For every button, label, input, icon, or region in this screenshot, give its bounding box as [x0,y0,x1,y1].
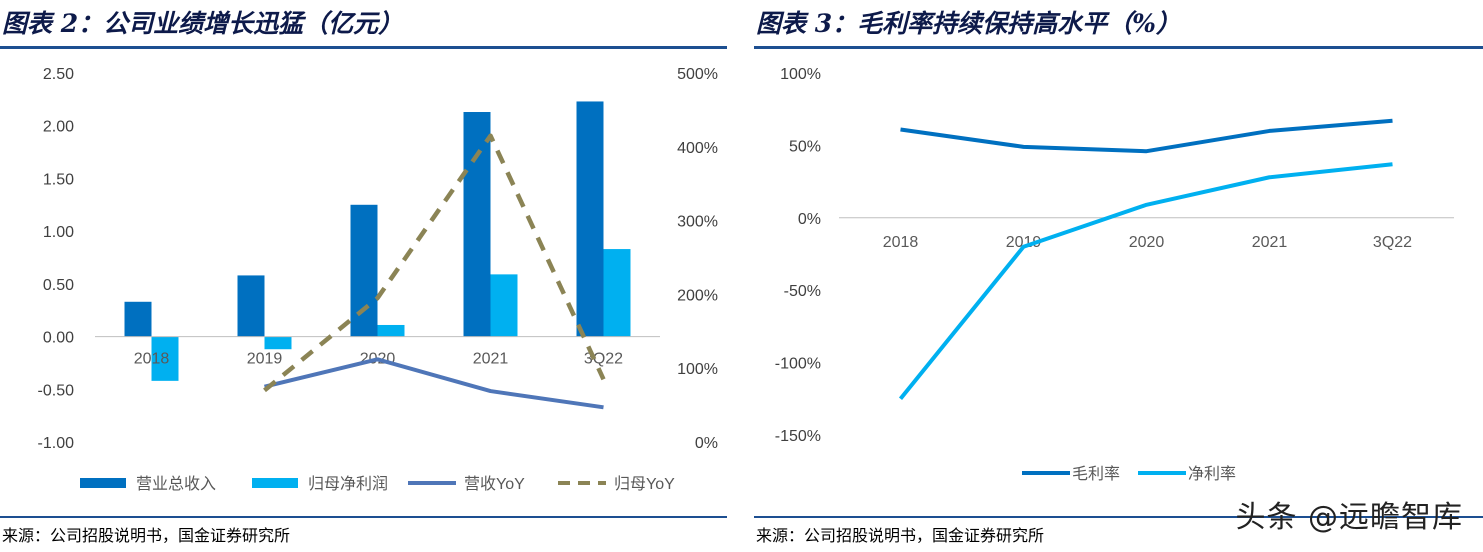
y-tick-label: -0.50 [38,382,75,399]
y-tick-label: 0.00 [43,330,74,347]
y2-tick-label: 500% [677,66,718,83]
bar-revenue [576,101,604,337]
y-tick-label: 0.50 [43,277,74,294]
y-tick-label: 0% [798,211,821,228]
legend-label: 归母YoY [614,475,675,493]
left-title-rule [0,46,727,49]
legend-label: 归母净利润 [308,475,388,493]
y-tick-label: 2.00 [43,119,74,136]
legend-swatch [252,478,298,488]
right-panel: 图表 3：毛利率持续保持高水平（%） 100% 50% 0% -50% -100% -15… [754,0,1483,552]
bar-revenue [124,301,152,337]
bar-net-profit [377,324,405,337]
bar-revenue [350,204,378,337]
x-tick-label: 2021 [1252,234,1288,251]
x-tick-label: 2019 [247,351,283,368]
y-tick-label: 2.50 [43,66,74,83]
bar-net-profit [603,249,631,337]
y2-tick-label: 300% [677,214,718,231]
y-tick-label: 1.50 [43,171,74,188]
bar-net-profit [490,274,518,337]
y-tick-label: 50% [789,138,821,155]
legend-label: 营业总收入 [136,475,216,493]
revenue-profit-chart: 2.50 2.00 1.50 1.00 0.50 0.00 -0.50 -1.00 500% 40… [38,66,718,493]
x-tick-label: 2020 [1129,234,1165,251]
left-panel-source: 来源：公司招股说明书，国金证券研究所 [2,526,291,545]
y-tick-label: -1.00 [38,435,75,452]
y-tick-label: -150% [775,428,821,445]
y-tick-label: -100% [775,356,821,373]
right-panel-source: 来源：公司招股说明书，国金证券研究所 [756,526,1045,545]
legend-label: 净利率 [1188,465,1236,483]
line-net-profit-yoy [263,133,606,393]
right-panel-title: 图表 3：毛利率持续保持高水平（%） [756,9,1181,38]
y2-tick-label: 0% [695,435,718,452]
y-tick-label: -50% [784,283,821,300]
y-tick-label: 100% [780,66,821,83]
line-net-margin [898,162,1393,401]
bar-net-profit [151,336,179,381]
y2-tick-label: 200% [677,287,718,304]
bar-net-profit [264,336,292,350]
y2-tick-label: 400% [677,140,718,157]
x-tick-label: 2018 [134,351,170,368]
y-tick-label: 1.00 [43,224,74,241]
line-revenue-yoy [264,357,604,410]
watermark: 头条 @远瞻智库 [1235,500,1463,535]
right-title-rule [754,46,1483,49]
left-panel: 图表 2：公司业绩增长迅猛（亿元） 2.50 2.00 1.50 1.00 0.50 0.… [0,0,727,552]
x-tick-label: 2019 [1006,234,1042,251]
y2-tick-label: 100% [677,361,718,378]
bar-revenue [463,112,491,337]
right-source-rule [754,516,1483,518]
line-gross-margin [900,118,1393,154]
left-source-rule [0,516,727,518]
left-panel-title: 图表 2：公司业绩增长迅猛（亿元） [2,9,404,38]
bar-revenue [237,275,265,337]
x-tick-label: 2021 [473,351,509,368]
legend-label: 营收YoY [464,475,525,493]
x-tick-label: 2018 [883,234,919,251]
x-tick-label: 3Q22 [1373,234,1412,251]
legend-swatch [80,478,126,488]
legend-label: 毛利率 [1072,465,1120,483]
margin-chart: 100% 50% 0% -50% -100% -150% 2018 2019 2020 2021 3… [775,66,1454,483]
